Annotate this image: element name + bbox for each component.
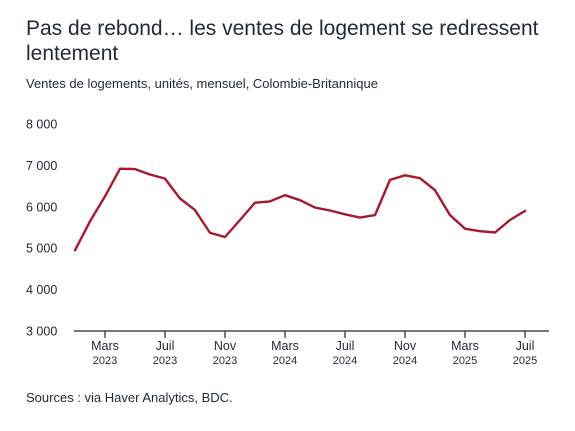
x-tick-labels: Mars 2023 Juil 2023 Nov 2023 Mars 2024 Juil 2024 N… (91, 339, 537, 367)
y-tick-label: 8 000 (26, 118, 57, 132)
x-tick-year-label: 2024 (393, 355, 417, 367)
y-tick-label: 5 000 (26, 242, 57, 256)
x-tick-year-label: 2024 (273, 355, 297, 367)
y-tick-label: 3 000 (26, 325, 57, 339)
x-tick-month-label: Nov (394, 339, 417, 353)
x-tick-month-label: Juil (336, 339, 355, 353)
x-tick-month-label: Nov (214, 339, 237, 353)
x-tick-month-label: Mars (451, 339, 479, 353)
y-tick-labels: 3 000 4 000 5 000 6 000 7 000 8 000 (26, 118, 57, 339)
y-tick-label: 4 000 (26, 283, 57, 297)
y-tick-label: 6 000 (26, 200, 57, 214)
chart-subtitle: Ventes de logements, unités, mensuel, Co… (26, 76, 378, 91)
series-line (73, 167, 527, 252)
chart-title: Pas de rebond… les ventes de logement se… (26, 17, 539, 65)
x-tick-year-label: 2025 (453, 355, 477, 367)
x-tick-year-label: 2024 (333, 355, 357, 367)
x-tick-year-label: 2025 (513, 355, 537, 367)
x-tick-year-label: 2023 (153, 355, 177, 367)
x-tick-year-label: 2023 (93, 355, 117, 367)
x-tick-month-label: Juil (156, 339, 175, 353)
x-ticks (104, 331, 526, 338)
x-tick-year-label: 2023 (213, 355, 237, 367)
y-tick-label: 7 000 (26, 159, 57, 173)
x-tick-month-label: Juil (516, 339, 535, 353)
x-tick-month-label: Mars (91, 339, 119, 353)
x-tick-month-label: Mars (271, 339, 299, 353)
source-note: Sources : via Haver Analytics, BDC. (26, 390, 233, 405)
data-points (75, 169, 525, 251)
